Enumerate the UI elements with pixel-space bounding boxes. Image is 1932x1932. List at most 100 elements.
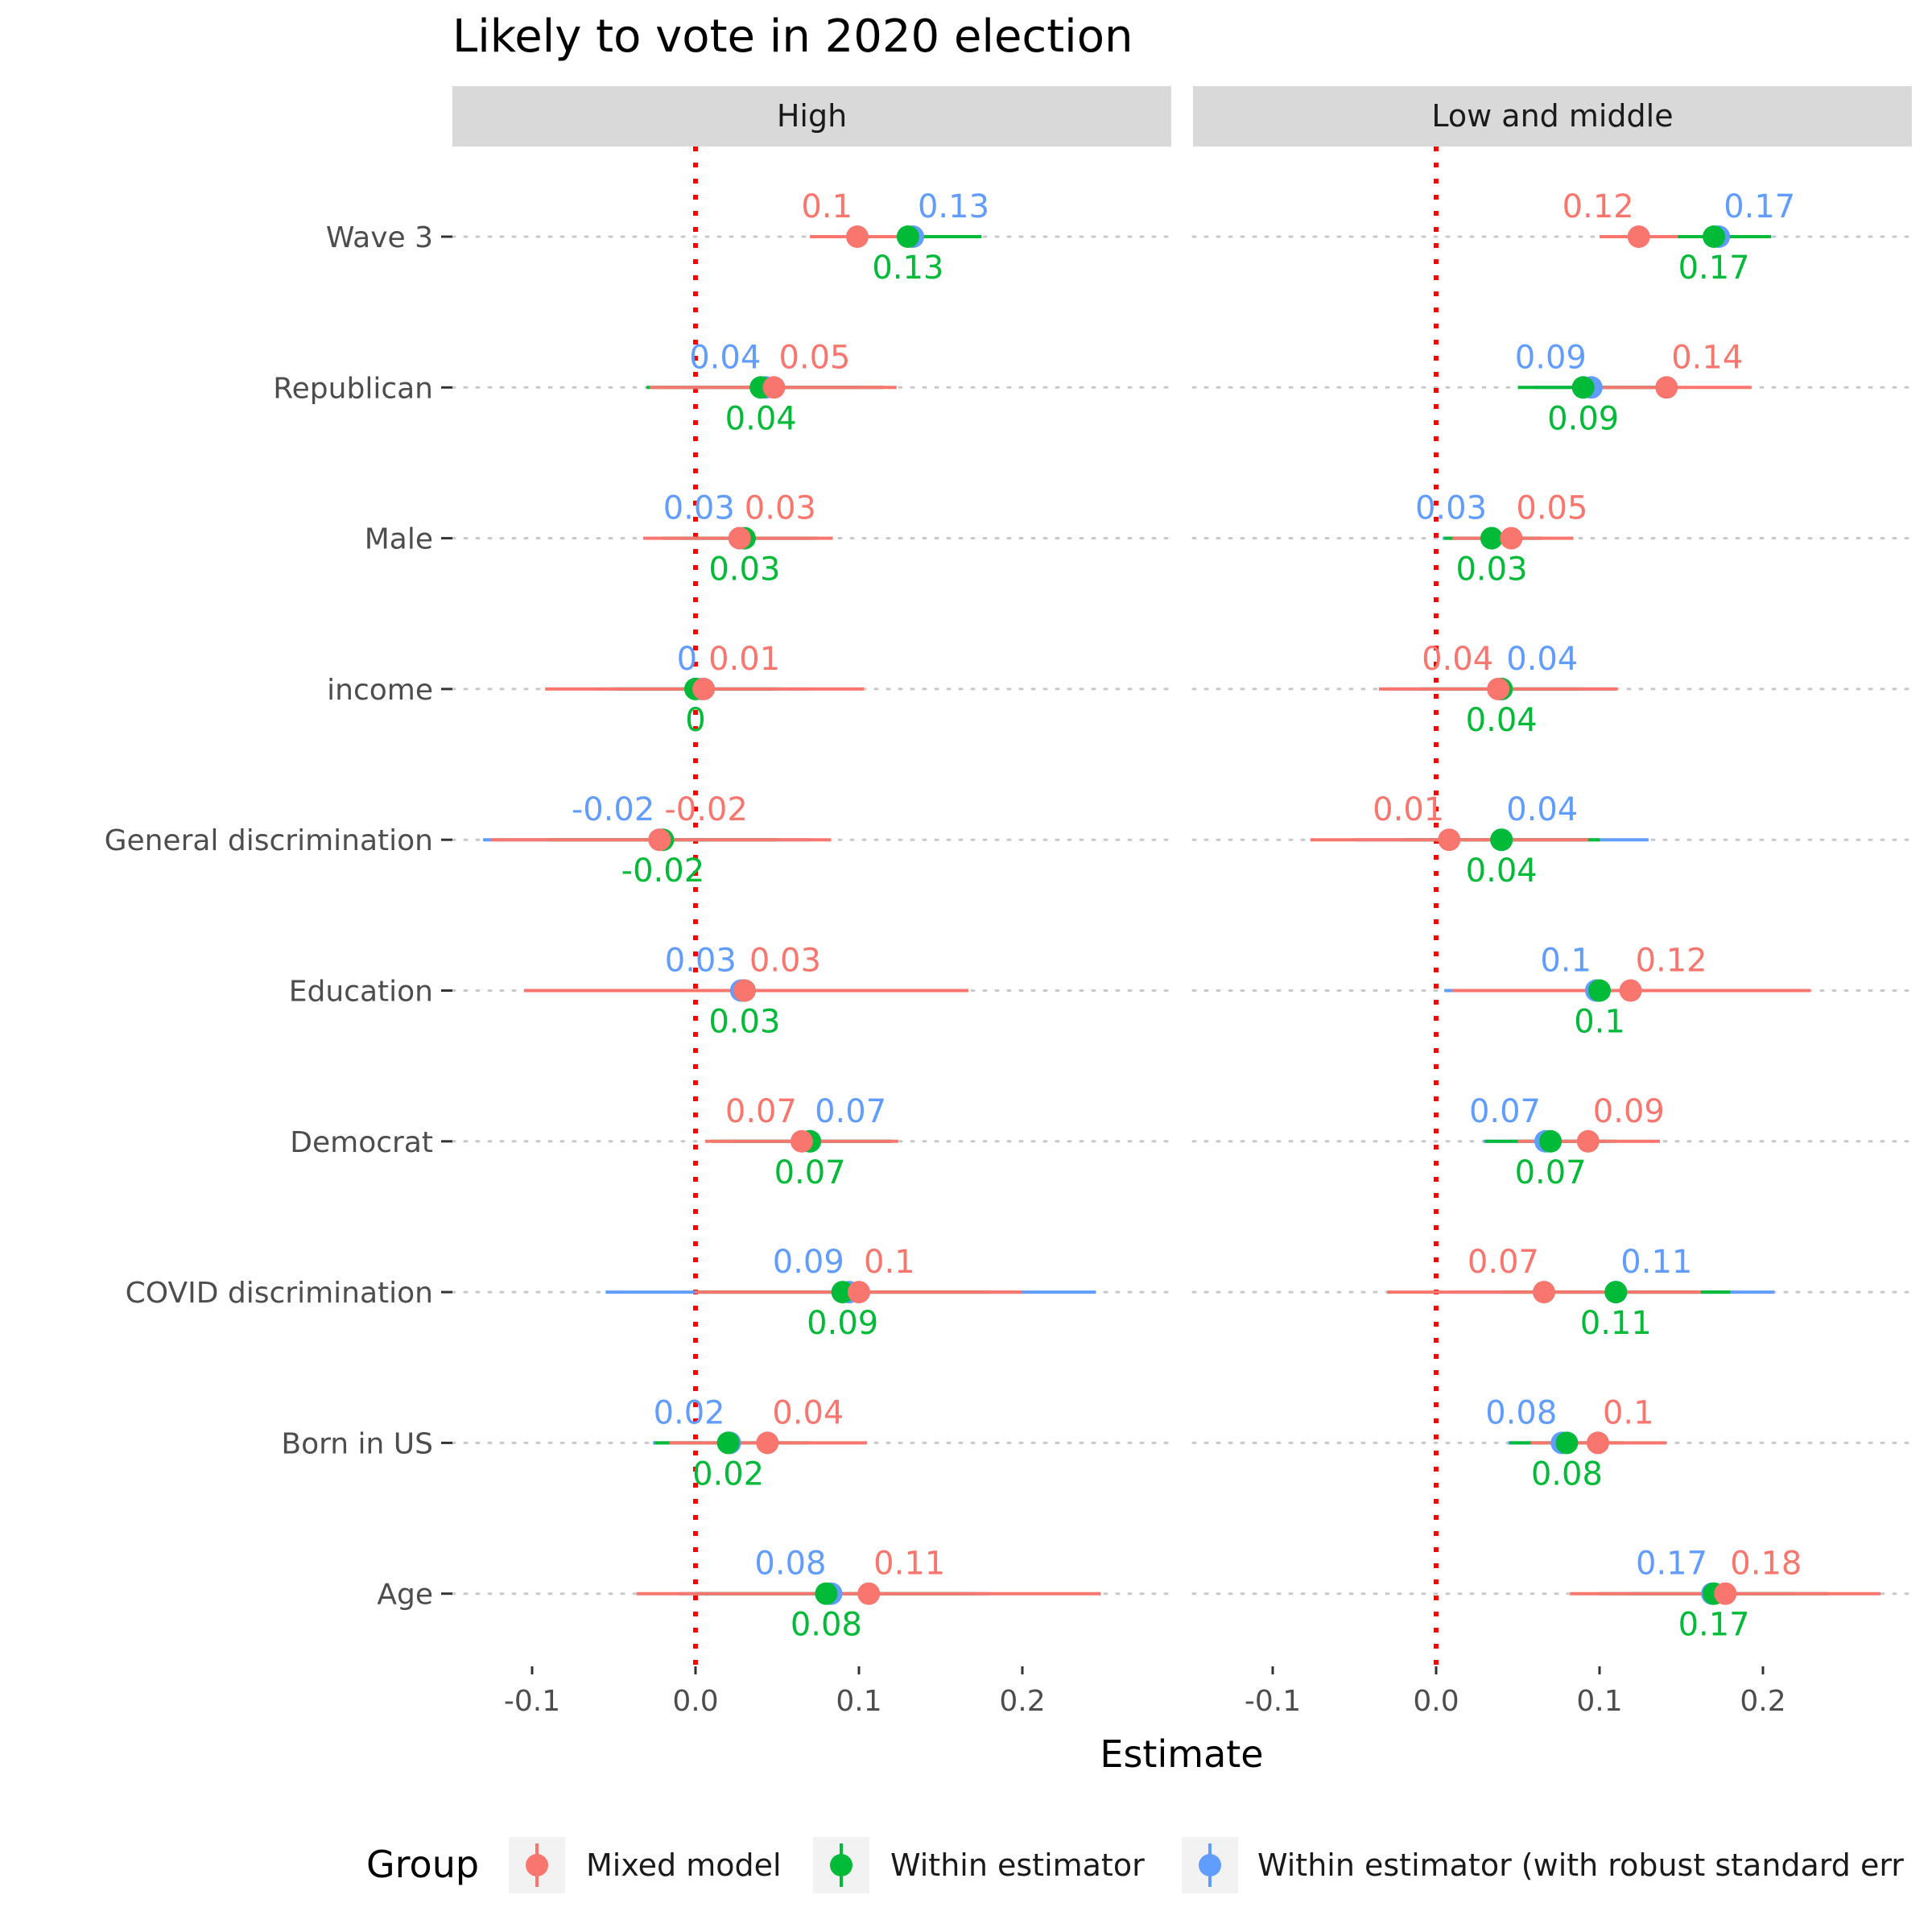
legend-key-point xyxy=(526,1854,548,1876)
y-tick-label-covid-discrimination: COVID discrimination xyxy=(126,1277,433,1310)
label-mixed-model-male: 0.03 xyxy=(745,490,816,527)
point-mixed-model-general-discrimination xyxy=(648,828,671,852)
label-within-estimator-with-robust-standard-errors-born-in-us: 0.02 xyxy=(654,1394,725,1431)
panel-strip-bg xyxy=(1193,86,1912,147)
label-within-estimator-with-robust-standard-errors-income: 0 xyxy=(677,641,697,678)
label-within-estimator-education: 0.03 xyxy=(708,1004,780,1041)
x-tick-label: 0.1 xyxy=(1576,1685,1622,1718)
label-within-estimator-male: 0.03 xyxy=(1455,551,1527,588)
point-mixed-model-education xyxy=(733,979,756,1002)
legend-label: Mixed model xyxy=(586,1847,782,1883)
label-within-estimator-with-robust-standard-errors-born-in-us: 0.08 xyxy=(1485,1394,1557,1431)
label-within-estimator-covid-discrimination: 0.09 xyxy=(807,1305,878,1342)
y-tick-label-born-in-us: Born in US xyxy=(281,1427,433,1460)
point-within-estimator-democrat xyxy=(1539,1129,1563,1153)
point-within-estimator-covid-discrimination xyxy=(1604,1281,1628,1304)
y-tick-label-republican: Republican xyxy=(273,372,433,405)
label-within-estimator-income: 0.04 xyxy=(1466,702,1538,739)
x-tick-label: 0.2 xyxy=(999,1685,1045,1718)
label-within-estimator-with-robust-standard-errors-male: 0.03 xyxy=(663,490,735,527)
label-within-estimator-wave-3: 0.17 xyxy=(1678,250,1750,287)
label-mixed-model-born-in-us: 0.04 xyxy=(772,1394,844,1431)
legend-key-point xyxy=(1199,1854,1221,1876)
label-within-estimator-with-robust-standard-errors-education: 0.1 xyxy=(1540,943,1591,980)
legend-item-within-estimator: Within estimator xyxy=(813,1837,1145,1893)
x-tick-label: 0.1 xyxy=(836,1685,881,1718)
point-within-estimator-born-in-us xyxy=(1555,1431,1579,1455)
point-mixed-model-born-in-us xyxy=(756,1431,779,1455)
label-mixed-model-wave-3: 0.1 xyxy=(801,188,852,225)
legend-item-mixed-model: Mixed model xyxy=(509,1837,782,1893)
label-mixed-model-general-discrimination: 0.01 xyxy=(1373,791,1444,828)
point-within-estimator-general-discrimination xyxy=(1490,828,1513,852)
point-mixed-model-republican xyxy=(762,376,786,399)
label-within-estimator-with-robust-standard-errors-general-discrimination: -0.02 xyxy=(572,791,655,828)
label-mixed-model-age: 0.11 xyxy=(873,1546,945,1583)
label-mixed-model-general-discrimination: -0.02 xyxy=(664,791,748,828)
point-mixed-model-republican xyxy=(1655,376,1678,399)
estimate-labels: 0.12 0.17 0.17 0.09 0.14 0.09 0.03 0.05 0.03 0.04… xyxy=(1373,188,1802,1644)
y-tick-label-male: Male xyxy=(365,523,433,556)
label-within-estimator-with-robust-standard-errors-general-discrimination: 0.04 xyxy=(1506,791,1578,828)
point-mixed-model-born-in-us xyxy=(1586,1431,1609,1455)
estimate-points xyxy=(1438,225,1737,1605)
panel-strip-label: Low and middle xyxy=(1431,98,1673,134)
legend-label: Within estimator (with robust standard e… xyxy=(1257,1847,1904,1883)
point-mixed-model-general-discrimination xyxy=(1438,828,1461,852)
label-within-estimator-with-robust-standard-errors-age: 0.17 xyxy=(1636,1546,1707,1583)
point-mixed-model-covid-discrimination xyxy=(848,1281,870,1304)
label-within-estimator-covid-discrimination: 0.11 xyxy=(1580,1305,1652,1342)
label-within-estimator-age: 0.08 xyxy=(791,1607,862,1644)
estimate-labels: 0.1 0.130.130.04 0.050.040.03 0.030.030 0.01… xyxy=(572,188,989,1644)
x-tick-label: 0.2 xyxy=(1740,1685,1785,1718)
label-within-estimator-with-robust-standard-errors-covid-discrimination: 0.09 xyxy=(773,1244,844,1281)
label-mixed-model-income: 0.01 xyxy=(708,641,780,678)
panel-strip-label: High xyxy=(777,98,847,134)
label-within-estimator-education: 0.1 xyxy=(1574,1004,1625,1041)
x-axis-title: Estimate xyxy=(1100,1732,1263,1776)
point-mixed-model-age xyxy=(857,1582,881,1605)
label-within-estimator-born-in-us: 0.08 xyxy=(1531,1455,1603,1492)
label-within-estimator-age: 0.17 xyxy=(1678,1607,1750,1644)
point-within-estimator-wave-3 xyxy=(896,225,919,248)
label-mixed-model-male: 0.05 xyxy=(1516,490,1587,527)
x-tick-label: -0.1 xyxy=(504,1685,560,1718)
label-within-estimator-male: 0.03 xyxy=(708,551,780,588)
label-within-estimator-income: 0 xyxy=(685,702,705,739)
point-mixed-model-wave-3 xyxy=(1627,225,1650,248)
label-within-estimator-with-robust-standard-errors-democrat: 0.07 xyxy=(1469,1093,1541,1130)
label-within-estimator-wave-3: 0.13 xyxy=(872,250,943,287)
point-within-estimator-age xyxy=(815,1582,838,1605)
label-mixed-model-covid-discrimination: 0.1 xyxy=(864,1244,915,1281)
label-within-estimator-general-discrimination: 0.04 xyxy=(1466,852,1538,890)
legend: Group Mixed model Within estimator Within e… xyxy=(366,1837,1904,1893)
y-tick-label-education: Education xyxy=(289,976,433,1009)
label-mixed-model-born-in-us: 0.1 xyxy=(1603,1394,1654,1431)
y-tick-label-age: Age xyxy=(377,1579,433,1612)
label-within-estimator-with-robust-standard-errors-republican: 0.04 xyxy=(689,339,761,376)
label-within-estimator-republican: 0.09 xyxy=(1547,400,1619,437)
legend-title: Group xyxy=(366,1843,479,1886)
point-within-estimator-education xyxy=(1588,979,1611,1002)
label-mixed-model-education: 0.03 xyxy=(749,943,821,980)
label-within-estimator-with-robust-standard-errors-wave-3: 0.13 xyxy=(918,188,989,225)
label-mixed-model-education: 0.12 xyxy=(1636,943,1707,980)
label-within-estimator-with-robust-standard-errors-income: 0.04 xyxy=(1506,641,1578,678)
panel-low-and-middle: Low and middle-0.1 0.0 0.1 0.20.12 0.170.170… xyxy=(1191,86,1913,1718)
label-mixed-model-republican: 0.14 xyxy=(1671,339,1743,376)
point-mixed-model-male xyxy=(728,526,751,550)
label-within-estimator-democrat: 0.07 xyxy=(1515,1154,1587,1191)
label-within-estimator-general-discrimination: -0.02 xyxy=(621,852,705,890)
y-axis: Wave 3 Republican Male income General discri… xyxy=(105,221,452,1612)
label-mixed-model-covid-discrimination: 0.07 xyxy=(1468,1244,1539,1281)
y-tick-label-general-discrimination: General discrimination xyxy=(105,824,433,857)
label-mixed-model-age: 0.18 xyxy=(1730,1546,1802,1583)
label-mixed-model-democrat: 0.07 xyxy=(725,1093,797,1130)
label-mixed-model-democrat: 0.09 xyxy=(1593,1093,1665,1130)
panel-high: High -0.1 0.0 0.1 0.2 0.1 0.13 0.13 0.04 0.05 0.04… xyxy=(451,86,1173,1718)
label-within-estimator-republican: 0.04 xyxy=(725,400,797,437)
point-mixed-model-education xyxy=(1619,979,1642,1002)
point-within-estimator-republican xyxy=(1571,376,1595,399)
label-within-estimator-with-robust-standard-errors-male: 0.03 xyxy=(1415,490,1487,527)
